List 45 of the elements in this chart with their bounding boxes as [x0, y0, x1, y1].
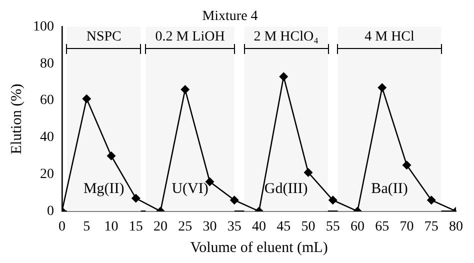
y-tick-label: 20 — [40, 166, 54, 182]
x-tick-label: 40 — [252, 219, 266, 234]
y-tick-label: 40 — [40, 130, 54, 146]
x-tick-label: 25 — [178, 219, 192, 234]
x-tick-label: 80 — [449, 219, 463, 234]
chart-title: Mixture 4 — [202, 9, 258, 24]
x-tick-label: 50 — [301, 219, 316, 234]
x-tick-label: 5 — [83, 219, 90, 234]
x-tick-label: 55 — [326, 219, 340, 234]
annotation: Gd(III) — [264, 181, 308, 198]
point — [378, 83, 387, 92]
y-axis-title: Elution (%) — [8, 84, 25, 154]
point — [106, 151, 116, 160]
point — [328, 196, 338, 205]
point — [180, 84, 190, 94]
x-tick-label: 60 — [350, 219, 364, 234]
point — [304, 168, 313, 177]
x-tick-label: 65 — [375, 219, 390, 234]
y-tick-label: 60 — [40, 93, 54, 108]
y-tick-label: 80 — [40, 56, 54, 72]
band-label: 2 M HClO₄ — [254, 30, 319, 45]
annotation: U(VI) — [172, 181, 208, 198]
point — [279, 72, 288, 82]
x-tick-label: 35 — [227, 219, 242, 234]
y-tick-label: 0 — [47, 204, 54, 219]
x-tick-label: 45 — [276, 219, 291, 234]
x-tick-label: 75 — [424, 219, 438, 234]
band-label: 4 M HCl — [364, 30, 415, 45]
point — [131, 194, 140, 203]
band-label: NSPC — [86, 30, 122, 45]
x-axis-title: Volume of eluent (mL) — [190, 240, 328, 256]
band-label: 0.2 M LiOH — [155, 30, 225, 45]
annotation: Mg(II) — [83, 181, 124, 198]
x-tick-label: 10 — [104, 219, 118, 234]
point — [230, 196, 239, 205]
x-tick-label: 0 — [58, 219, 66, 234]
x-tick-label: 70 — [400, 219, 414, 234]
x-tick-label: 20 — [154, 219, 168, 234]
x-tick-label: 30 — [202, 219, 217, 234]
y-tick-label: 100 — [33, 19, 54, 34]
x-tick-label: 15 — [128, 219, 143, 234]
point — [402, 160, 412, 170]
point — [82, 94, 92, 104]
annotation: Ba(II) — [371, 181, 408, 198]
point — [426, 196, 436, 205]
